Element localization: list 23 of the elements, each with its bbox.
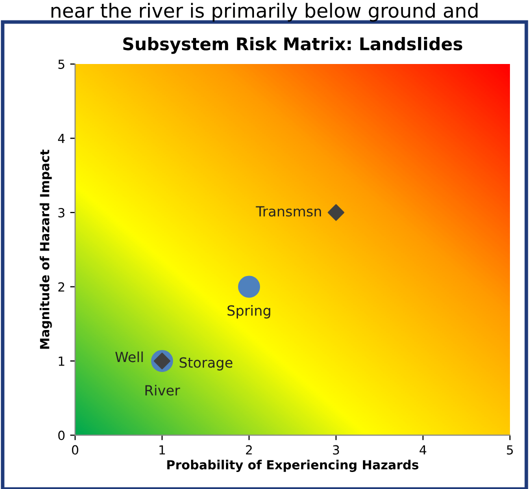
x-tick-label: 2 bbox=[246, 445, 252, 454]
y-tick-label: 5 bbox=[58, 60, 64, 69]
x-tick-label: 0 bbox=[72, 445, 78, 455]
point bbox=[328, 204, 344, 221]
x-tick-label: 4 bbox=[420, 445, 426, 454]
annotation: River bbox=[145, 384, 180, 396]
annotation: Transmsn bbox=[256, 206, 321, 217]
y-tick-label: 3 bbox=[58, 208, 64, 218]
text: near the river is primarily below ground and bbox=[51, 2, 478, 22]
x-tick-label: 3 bbox=[332, 445, 339, 455]
y-tick-label: 2 bbox=[58, 282, 64, 292]
y-tick-label: 4 bbox=[58, 134, 65, 144]
y-tick-label: 1 bbox=[58, 356, 64, 366]
x-tick-label: 5 bbox=[506, 445, 513, 455]
x-axis-title: Probability of Experiencing Hazards bbox=[167, 460, 418, 472]
y-axis-title: Magnitude of Hazard Impact bbox=[40, 150, 52, 349]
annotation: Well bbox=[115, 351, 143, 362]
point bbox=[238, 276, 260, 298]
x-tick-label: 1 bbox=[159, 445, 165, 454]
annotation: Spring bbox=[228, 305, 270, 318]
chart-title: Subsystem Risk Matrix: Landslides bbox=[123, 36, 462, 54]
y-tick-label: 0 bbox=[58, 430, 65, 440]
annotation: Storage bbox=[180, 357, 232, 370]
